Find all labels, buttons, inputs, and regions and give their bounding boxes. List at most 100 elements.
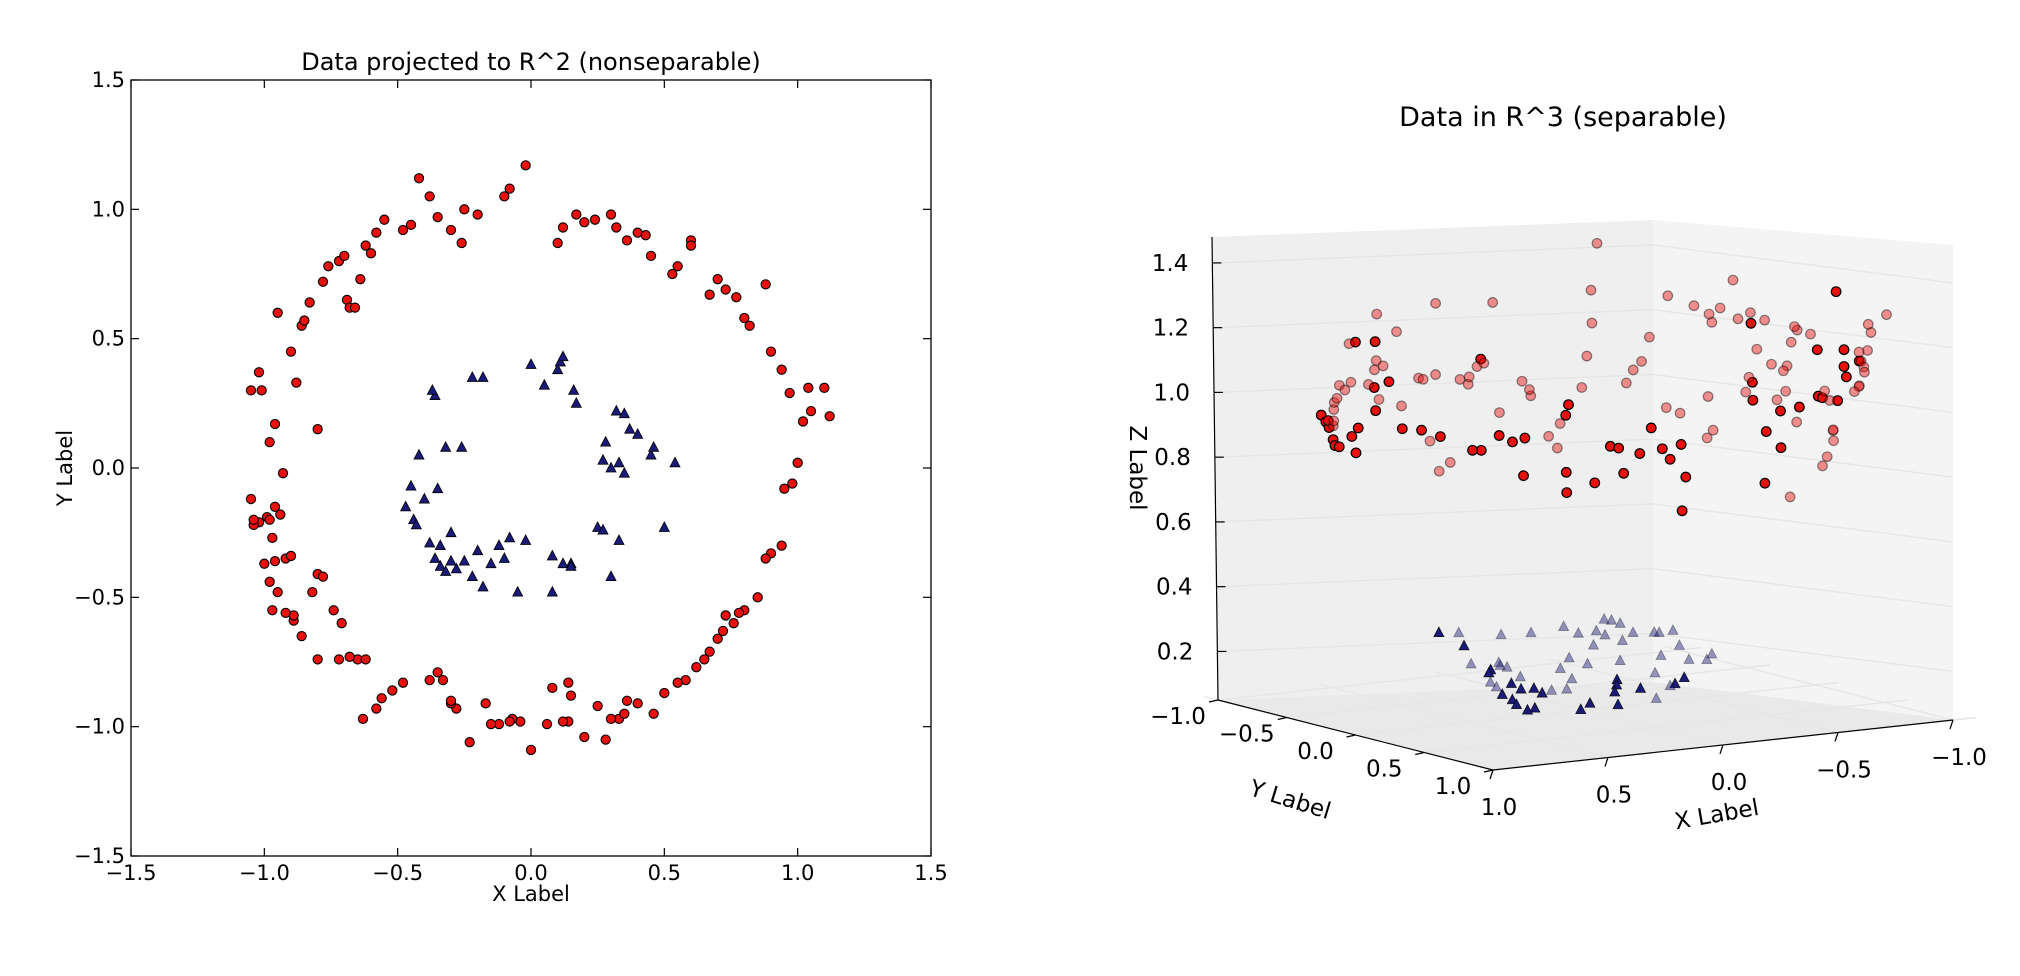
outer-point [432,211,443,223]
inner-point [413,448,425,460]
outer-point [784,387,795,399]
outer-point-3d [1333,441,1345,453]
outer-point-3d [1328,415,1340,427]
inner-point [538,378,550,390]
inner-point-3d [1634,682,1647,693]
x-tick-label: −1.0 [1931,745,1987,771]
inner-point [520,534,532,545]
outer-point-3d [1824,394,1836,406]
inner-point-3d [1664,679,1676,691]
outer-point [445,695,457,706]
inner-point-3d [1669,677,1681,689]
outer-point-3d [1433,465,1445,477]
outer-point-3d [1478,357,1490,369]
outer-point-3d [1327,420,1339,432]
inner-point-3d [1515,682,1527,694]
outer-point-3d [1370,355,1382,366]
outer-point-3d [1391,326,1402,338]
outer-point [472,209,483,220]
inner-point [493,539,505,550]
outer-point [760,553,771,564]
outer-point-3d [1576,382,1588,393]
z-tick-label: 1.0 [1153,380,1190,406]
inner-point [477,580,489,592]
outer-point-3d [1759,314,1771,326]
outer-point-3d [1345,376,1357,388]
inner-point [597,523,609,535]
outer-point-3d [1744,307,1756,319]
inner-point-3d [1648,625,1660,637]
chart-2d-plot-area [130,79,932,857]
outer-point-3d [1487,297,1499,308]
outer-point-3d [1416,424,1427,436]
outer-point-3d [1828,435,1839,447]
outer-point-3d [1331,392,1343,404]
inner-point-3d [1490,680,1503,692]
outer-point [779,483,790,494]
outer-point-3d [1543,430,1555,442]
outer-point-3d [1475,353,1487,365]
outer-point-3d [1589,477,1601,489]
x-tick-label: −1.0 [239,861,290,885]
outer-point [557,716,569,727]
inner-point [458,554,470,566]
outer-point-3d [1613,442,1625,454]
outer-point-3d [1350,447,1362,459]
outer-point-3d [1463,371,1475,383]
outer-point [459,204,470,215]
z-grid-line [1217,244,1954,284]
outer-point-3d [1664,453,1676,465]
outer-point-3d [1727,274,1739,286]
inner-point [565,559,577,571]
y-grid-line [1217,646,1702,701]
chart-3d-ticks: 0.2 0.4 0.6 0.8 1.0 1.2 1.4 −1.0 −0.5 0.0 0.5 1.0 −1… [1150,251,1987,821]
outer-point-3d [1362,379,1374,390]
inner-point [605,461,617,473]
outer-point [317,571,329,582]
inner-point [613,456,625,468]
inner-point-3d [1667,624,1679,635]
inner-point [418,492,430,504]
outer-point-3d [1853,380,1865,392]
outer-point-3d [1349,336,1361,348]
outer-point [296,630,307,642]
inner-point-3d [1701,653,1713,665]
outer-point [611,222,622,233]
outer-point [379,214,390,225]
outer-point-3d [1346,431,1358,442]
outer-point-3d [1424,435,1436,447]
outer-point-3d [1858,361,1870,373]
outer-point-3d [1745,317,1757,329]
z-axis-line [1211,236,1219,701]
outer-point-3d [1561,487,1573,499]
inner-point [440,565,452,576]
x-tick-label: −1.5 [106,861,157,885]
inner-point-3d [1521,703,1534,715]
outer-point [565,690,577,701]
outer-point [704,289,715,300]
y-tick-label: 0.5 [1366,757,1403,783]
outer-point-3d [1523,384,1535,395]
outer-point [712,633,723,644]
inner-point-3d [1650,692,1662,703]
x-tick-label: 0.0 [1711,770,1748,796]
inner-point-3d [1706,647,1718,659]
outer-point-3d [1516,375,1528,387]
inner-point [472,544,484,556]
inner-point [450,562,462,574]
y-tick-label: −0.5 [74,585,125,609]
inner-point [570,396,582,408]
y-tick-label: 0.0 [1297,739,1334,765]
outer-point [269,418,281,430]
outer-point-3d [1434,431,1446,443]
outer-point [317,276,329,287]
outer-point [691,662,702,673]
inner-point-3d [1678,671,1690,683]
outer-point-3d [1789,321,1800,333]
outer-point [291,377,302,388]
z-tick-label: 1.4 [1152,251,1189,277]
inner-point-3d [1572,626,1585,638]
outer-point [264,576,275,587]
inner-point-3d [1653,626,1665,637]
